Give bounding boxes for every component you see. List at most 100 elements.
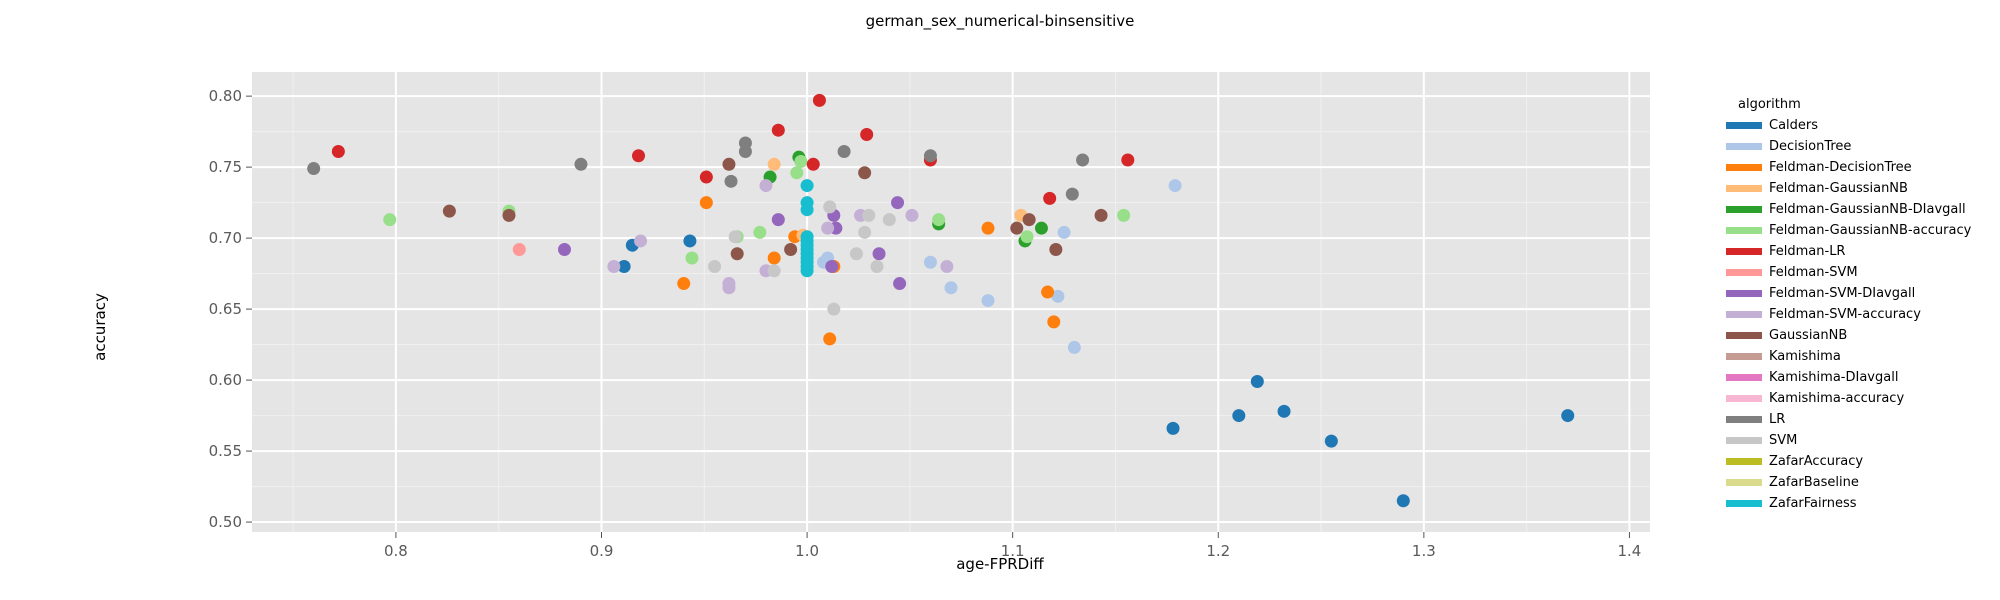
- legend-label: SVM: [1769, 433, 1798, 448]
- data-point: [812, 93, 826, 107]
- data-point: [1057, 225, 1071, 239]
- data-point: [512, 242, 526, 256]
- data-point: [307, 162, 321, 176]
- legend-title: algorithm: [1738, 97, 1801, 112]
- data-point: [800, 179, 814, 193]
- data-point: [940, 260, 954, 274]
- data-point: [932, 213, 946, 227]
- plot-background: [252, 72, 1650, 532]
- y-tick-label: 0.55: [209, 442, 242, 460]
- data-point: [767, 264, 781, 278]
- legend-item: Feldman-GaussianNB: [1726, 178, 1971, 199]
- data-point: [383, 213, 397, 227]
- data-point: [981, 221, 995, 235]
- grid-layer: [252, 72, 1650, 532]
- y-tick-label: 0.80: [209, 87, 242, 105]
- data-point: [1396, 494, 1410, 508]
- data-point: [617, 260, 631, 274]
- data-point: [677, 277, 691, 291]
- data-point: [981, 294, 995, 308]
- data-point: [771, 123, 785, 137]
- legend-item: ZafarFairness: [1726, 493, 1971, 514]
- data-point: [738, 145, 752, 159]
- data-point: [442, 204, 456, 218]
- data-point: [722, 157, 736, 171]
- legend-item: ZafarBaseline: [1726, 472, 1971, 493]
- legend-item: Kamishima-accuracy: [1726, 388, 1971, 409]
- data-point: [1166, 421, 1180, 435]
- legend-label: Feldman-SVM-accuracy: [1769, 307, 1921, 322]
- legend-swatch: [1726, 248, 1762, 255]
- data-point: [800, 264, 814, 278]
- data-point: [849, 247, 863, 261]
- legend-label: Feldman-LR: [1769, 244, 1846, 259]
- data-point: [1049, 242, 1063, 256]
- data-point: [771, 213, 785, 227]
- legend: algorithm Calders DecisionTree Feldman-Dec…: [1726, 95, 1971, 514]
- data-point: [683, 234, 697, 248]
- data-point: [858, 225, 872, 239]
- legend-label: ZafarAccuracy: [1769, 454, 1864, 469]
- y-tick-label: 0.50: [209, 513, 242, 531]
- data-point: [827, 302, 841, 316]
- data-point: [1067, 340, 1081, 354]
- x-tick-label: 0.8: [384, 542, 408, 560]
- legend-label: Kamishima-DIavgall: [1769, 370, 1899, 385]
- data-point: [1232, 409, 1246, 423]
- legend-swatch: [1726, 479, 1762, 486]
- data-point: [767, 157, 781, 171]
- legend-swatch: [1726, 374, 1762, 381]
- scatter-chart: 0.8 0.9 1.0 1.1 1.2 1.3 1.4 0.50 0.55 0.60 0.65 0.7…: [91, 72, 1650, 573]
- legend-label: Kamishima-accuracy: [1769, 391, 1905, 406]
- x-tick-label: 1.3: [1412, 542, 1436, 560]
- data-point: [502, 208, 516, 222]
- data-point: [1168, 179, 1182, 193]
- legend-swatch: [1726, 500, 1762, 507]
- data-point: [685, 251, 699, 265]
- legend-item: DecisionTree: [1726, 136, 1971, 157]
- data-point: [1010, 221, 1024, 235]
- legend-swatch: [1726, 269, 1762, 276]
- legend-swatch: [1726, 416, 1762, 423]
- data-point: [905, 208, 919, 222]
- data-point: [806, 157, 820, 171]
- data-point: [724, 174, 738, 188]
- data-point: [1043, 191, 1057, 205]
- data-point: [728, 230, 742, 244]
- legend-swatch: [1726, 290, 1762, 297]
- legend-label: Feldman-SVM-DIavgall: [1769, 286, 1916, 301]
- point-layer: [307, 93, 1575, 508]
- data-point: [893, 277, 907, 291]
- legend-label: LR: [1769, 412, 1786, 427]
- chart-title: german_sex_numerical-binsensitive: [865, 12, 1135, 30]
- legend-item: Feldman-GaussianNB-DIavgall: [1726, 199, 1971, 220]
- legend-item: LR: [1726, 409, 1971, 430]
- legend-label: Feldman-GaussianNB-DIavgall: [1769, 202, 1966, 217]
- legend-label: Kamishima: [1769, 349, 1841, 364]
- tick-layer: 0.8 0.9 1.0 1.1 1.2 1.3 1.4 0.50 0.55 0.60 0.65 0.7…: [209, 87, 1642, 560]
- data-point: [858, 166, 872, 180]
- data-point: [837, 145, 851, 159]
- data-point: [870, 260, 884, 274]
- data-point: [794, 154, 808, 168]
- data-point: [699, 170, 713, 184]
- data-point: [1047, 315, 1061, 329]
- data-point: [1020, 230, 1034, 244]
- legend-item: Feldman-DecisionTree: [1726, 157, 1971, 178]
- data-point: [872, 247, 886, 261]
- legend-item: GaussianNB: [1726, 325, 1971, 346]
- data-point: [1117, 208, 1131, 222]
- data-point: [1277, 404, 1291, 418]
- legend-label: Feldman-SVM: [1769, 265, 1858, 280]
- data-point: [753, 225, 767, 239]
- x-tick-label: 1.0: [795, 542, 819, 560]
- legend-label: Calders: [1769, 118, 1819, 133]
- legend-swatch: [1726, 458, 1762, 465]
- legend-label: DecisionTree: [1769, 139, 1852, 154]
- y-tick-label: 0.75: [209, 158, 242, 176]
- data-point: [634, 234, 648, 248]
- legend-swatch: [1726, 143, 1762, 150]
- legend-item: Calders: [1726, 115, 1971, 136]
- x-tick-label: 1.1: [1001, 542, 1025, 560]
- legend-swatch: [1726, 437, 1762, 444]
